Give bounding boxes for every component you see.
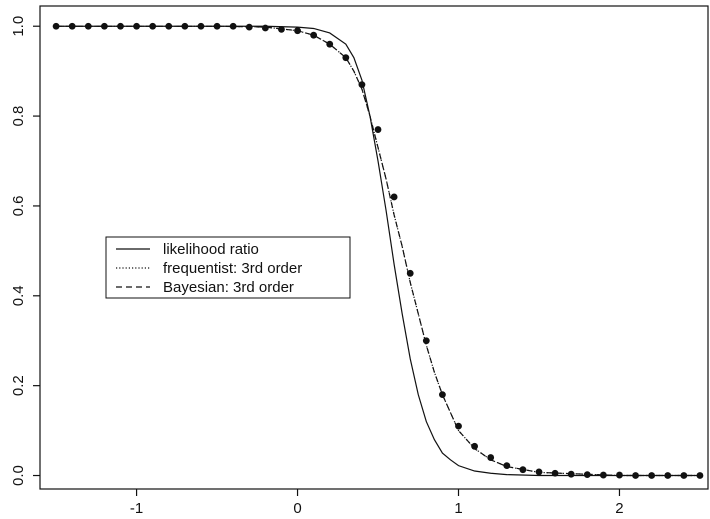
data-point-21 <box>390 193 398 201</box>
points-layer <box>52 22 704 479</box>
data-point-29 <box>519 466 527 474</box>
data-point-12 <box>245 23 253 31</box>
data-point-6 <box>149 22 157 30</box>
data-point-10 <box>213 22 221 30</box>
data-point-3 <box>100 22 108 30</box>
series-line-bayesian-3rd-order <box>56 25 700 477</box>
plot-frame <box>39 5 709 490</box>
legend-label-bayesian: Bayesian: 3rd order <box>163 279 294 296</box>
data-point-30 <box>535 468 543 476</box>
y-axis: 0.0 0.2 0.4 0.6 0.8 1.0 <box>10 16 40 486</box>
data-point-36 <box>632 472 639 479</box>
y-tick-label-4: 0.8 <box>10 106 27 127</box>
x-tick-label-0: -1 <box>130 500 143 517</box>
data-point-7 <box>165 22 173 30</box>
data-point-27 <box>487 454 495 461</box>
data-point-22 <box>406 269 414 277</box>
data-point-40 <box>696 472 704 479</box>
data-point-24 <box>439 391 446 399</box>
data-point-2 <box>84 22 92 30</box>
x-tick-label-3: 2 <box>615 500 623 517</box>
data-point-4 <box>117 22 124 30</box>
x-tick-label-2: 1 <box>454 500 462 517</box>
legend-box <box>105 236 351 299</box>
x-axis: -1 0 1 2 <box>130 489 624 517</box>
data-point-38 <box>664 472 672 479</box>
data-point-25 <box>455 422 462 430</box>
y-tick-label-1: 0.2 <box>10 375 27 396</box>
data-point-9 <box>197 22 205 30</box>
x-tick-label-1: 0 <box>293 500 301 517</box>
series-line-likelihood-ratio <box>56 25 700 477</box>
data-point-11 <box>229 22 237 30</box>
data-point-8 <box>181 22 189 30</box>
y-tick-label-0: 0.0 <box>10 465 27 486</box>
data-point-15 <box>294 27 301 35</box>
y-tick-label-3: 0.6 <box>10 196 27 217</box>
data-point-34 <box>599 471 607 479</box>
data-point-28 <box>503 462 511 470</box>
legend: likelihood ratio frequentist: 3rd order … <box>105 236 351 299</box>
data-point-14 <box>278 25 285 33</box>
data-point-31 <box>551 469 559 477</box>
data-point-13 <box>261 24 269 32</box>
data-point-37 <box>648 472 656 479</box>
data-point-17 <box>326 40 334 48</box>
y-tick-label-5: 1.0 <box>10 16 27 37</box>
series-layer <box>56 25 700 477</box>
data-point-1 <box>68 22 76 30</box>
data-point-20 <box>374 126 382 133</box>
data-point-19 <box>358 81 366 89</box>
legend-label-frequentist: frequentist: 3rd order <box>163 260 302 277</box>
legend-label-likelihood-ratio: likelihood ratio <box>163 241 259 258</box>
data-point-16 <box>310 31 318 39</box>
data-point-35 <box>616 471 623 479</box>
data-point-39 <box>680 472 688 479</box>
data-point-23 <box>422 337 430 345</box>
data-point-26 <box>471 442 478 450</box>
y-tick-label-2: 0.4 <box>10 285 27 306</box>
data-point-5 <box>133 22 140 30</box>
data-point-32 <box>567 470 575 478</box>
data-point-33 <box>583 471 591 479</box>
data-point-18 <box>342 54 350 62</box>
data-point-0 <box>52 22 60 30</box>
